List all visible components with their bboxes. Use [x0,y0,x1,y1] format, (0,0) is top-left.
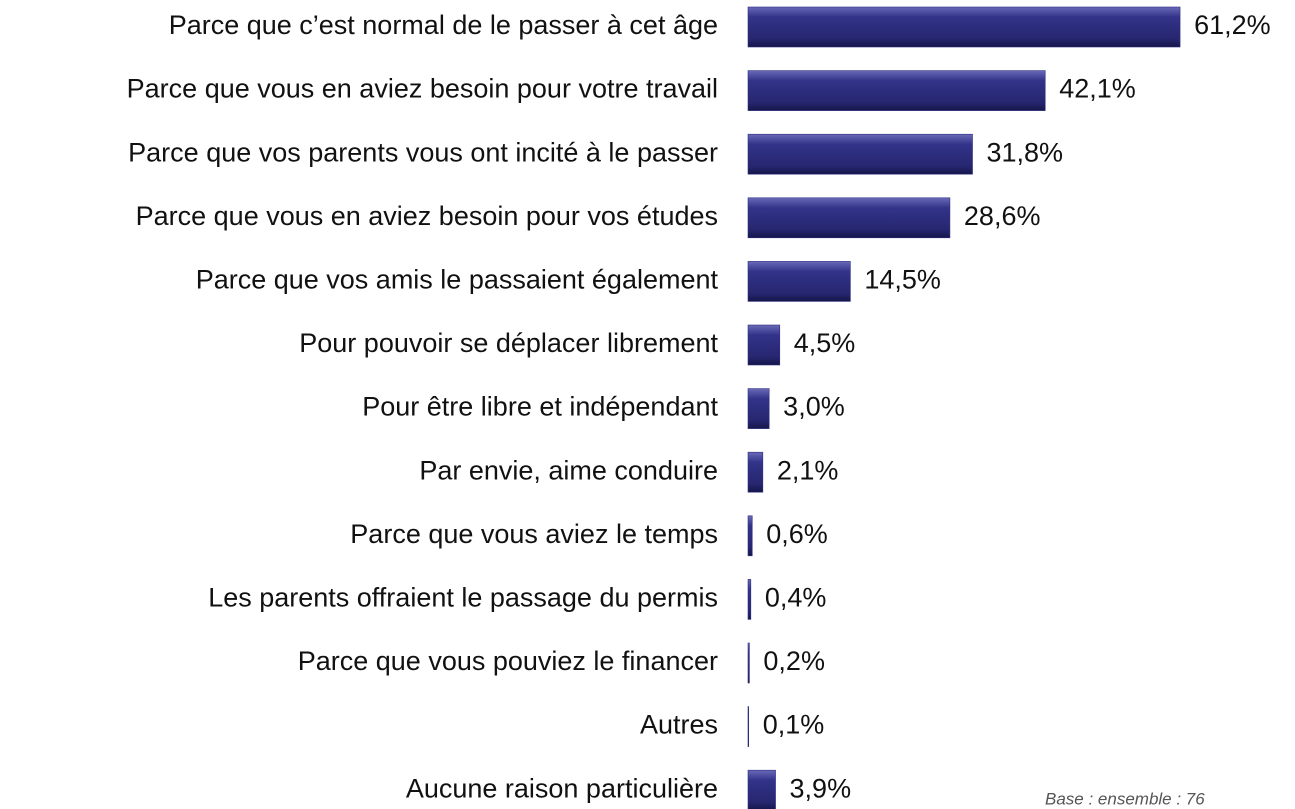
value-label: 28,6% [964,201,1041,231]
bar [747,451,764,493]
category-label: Parce que vous pouviez le financer [298,646,718,676]
bar [747,769,776,809]
bar [747,515,753,557]
bar [747,70,1046,111]
value-label: 3,9% [790,773,852,803]
value-label: 31,8% [987,137,1064,167]
bar [747,261,851,302]
bar [747,6,1181,48]
category-label: Les parents offraient le passage du perm… [208,583,718,613]
value-label: 14,5% [864,265,941,295]
category-label: Parce que vous en aviez besoin pour vos … [136,201,718,231]
value-label: 4,5% [794,328,856,358]
category-label: Parce que vous en aviez besoin pour votr… [127,74,718,104]
category-label: Parce que c’est normal de le passer à ce… [169,10,718,40]
value-label: 61,2% [1194,10,1271,40]
category-label: Pour pouvoir se déplacer librement [299,328,718,358]
bar [747,324,781,366]
value-label: 42,1% [1059,74,1136,104]
category-label: Parce que vos parents vous ont incité à … [128,137,718,167]
bar [747,579,752,620]
category-label: Parce que vous aviez le temps [350,519,718,549]
value-label: 0,2% [763,646,825,676]
value-label: 0,1% [763,710,825,740]
bar [747,133,973,175]
value-label: 0,6% [766,519,828,549]
category-label: Par envie, aime conduire [419,455,718,485]
category-label: Aucune raison particulière [406,773,718,803]
bar [747,197,951,239]
bar [747,706,750,747]
category-label: Autres [640,710,718,740]
value-label: 2,1% [777,455,839,485]
bar [747,642,750,684]
value-label: 0,4% [765,583,827,613]
footnote: Base : ensemble : 76 [1045,789,1205,808]
category-label: Parce que vos amis le passaient égalemen… [196,265,719,295]
bar [747,388,770,429]
value-label: 3,0% [783,392,845,422]
category-label: Pour être libre et indépendant [362,392,718,422]
